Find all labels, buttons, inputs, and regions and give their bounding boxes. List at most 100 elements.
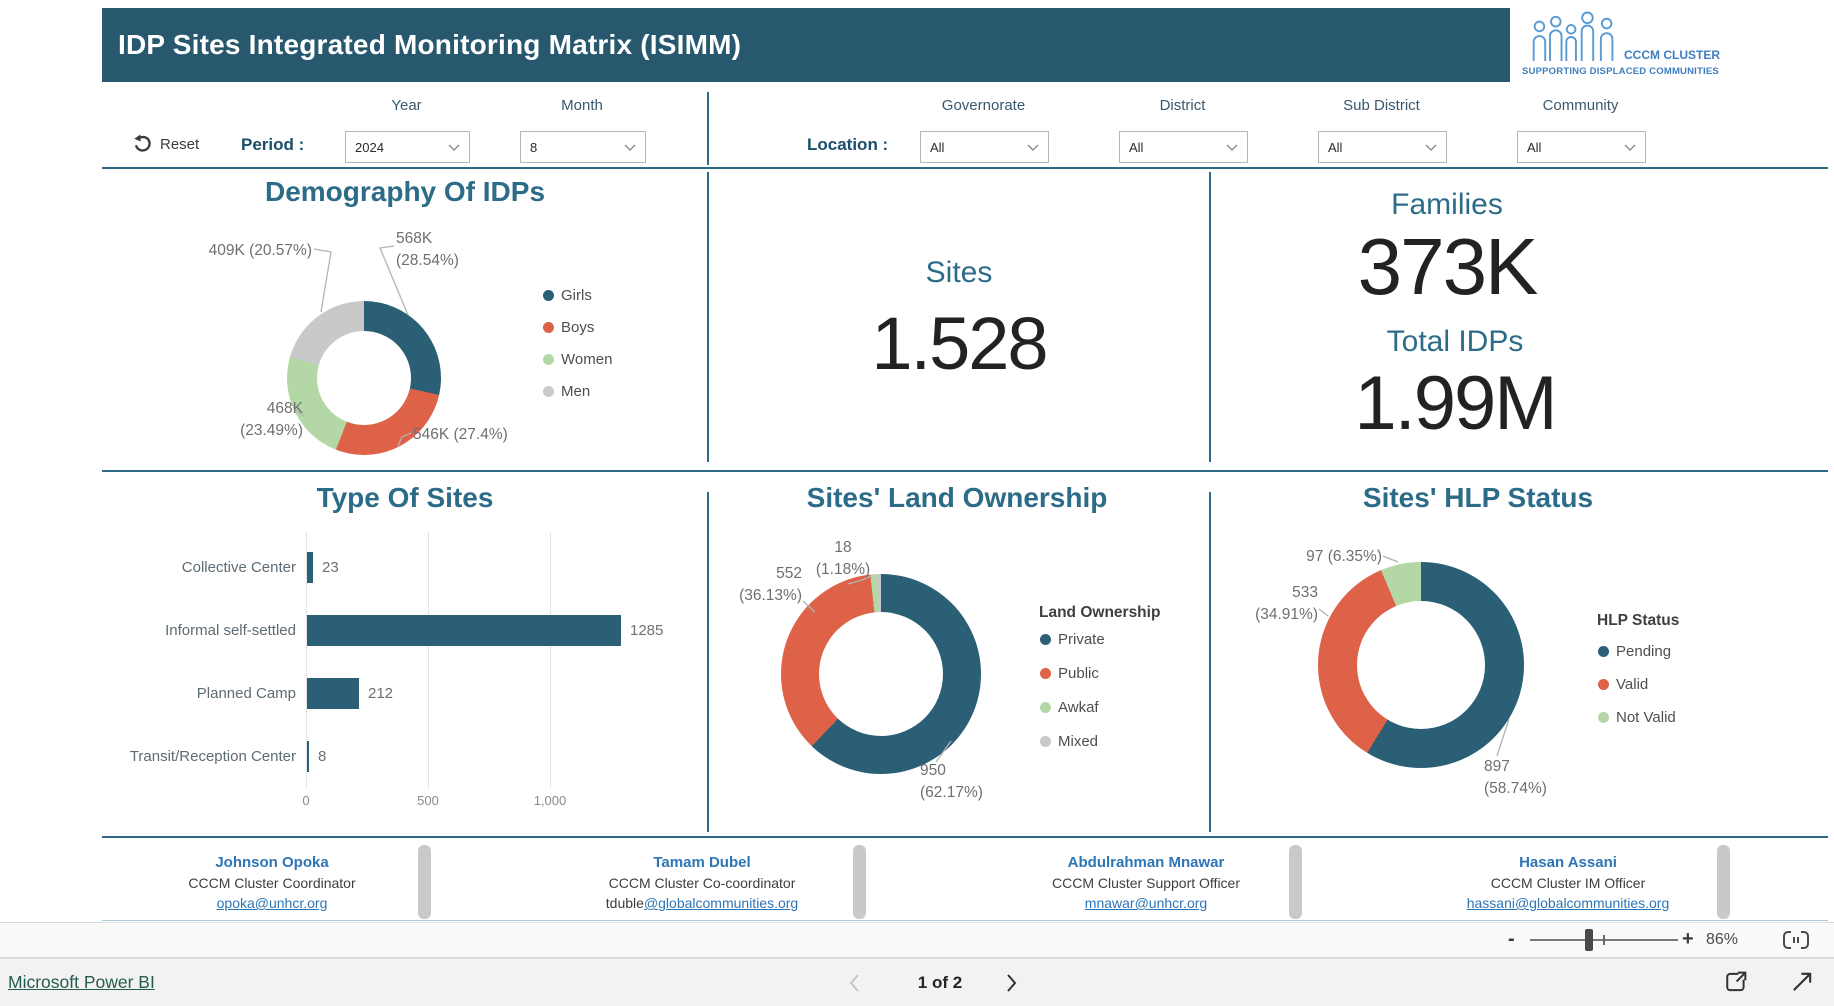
- report-bottom-edge: [102, 920, 1828, 921]
- email-link[interactable]: hassani@globalcommunities.org: [1467, 895, 1670, 911]
- governorate-dropdown-value: All: [930, 140, 944, 155]
- x-axis-tick: 0: [276, 793, 336, 808]
- panel-divider: [707, 492, 709, 832]
- reset-label: Reset: [160, 136, 199, 153]
- share-icon[interactable]: [1722, 968, 1750, 996]
- chevron-down-icon: [448, 144, 460, 151]
- callout-public: 552(36.13%): [718, 563, 802, 607]
- email-link[interactable]: opoka@unhcr.org: [217, 895, 328, 911]
- zoom-slider-thumb[interactable]: [1585, 929, 1593, 951]
- land-ownership-donut-chart[interactable]: [781, 574, 981, 774]
- land-ownership-legend-title: Land Ownership: [1039, 604, 1160, 622]
- zoom-in-button[interactable]: +: [1682, 929, 1694, 949]
- contact-card: Johnson Opoka CCCM Cluster Coordinator o…: [112, 854, 432, 911]
- textbox-scrollbar[interactable]: [418, 845, 431, 919]
- community-dropdown[interactable]: All: [1517, 131, 1646, 163]
- bar-planned-camp[interactable]: [307, 678, 359, 709]
- total-idps-card-label: Total IDPs: [1218, 325, 1692, 359]
- email-link[interactable]: mnawar@unhcr.org: [1085, 895, 1207, 911]
- sub-district-dropdown[interactable]: All: [1318, 131, 1447, 163]
- callout-boys: 546K (27.4%): [413, 424, 508, 446]
- next-page-chevron-icon[interactable]: [1006, 973, 1018, 993]
- legend-item-private[interactable]: Private: [1040, 631, 1105, 648]
- divider-line: [102, 470, 1828, 472]
- bar-category-label: Planned Camp: [60, 685, 296, 702]
- hlp-status-legend: Pending Valid Not Valid: [1598, 643, 1676, 726]
- logo-tagline: SUPPORTING DISPLACED COMMUNITIES: [1522, 66, 1719, 77]
- contact-name: Tamam Dubel: [542, 854, 862, 871]
- callout-men: 409K (20.57%): [180, 240, 312, 262]
- fit-to-width-icon[interactable]: [1782, 930, 1810, 950]
- legend-item-men[interactable]: Men: [543, 383, 612, 400]
- textbox-scrollbar[interactable]: [1717, 845, 1730, 919]
- callout-valid: 533(34.91%): [1240, 582, 1318, 626]
- contact-email: opoka@unhcr.org: [112, 895, 432, 911]
- sub-district-dropdown-value: All: [1328, 140, 1342, 155]
- logo-name: CCCM CLUSTER: [1624, 48, 1720, 62]
- callout-women: 468K(23.49%): [200, 398, 303, 442]
- donut-hole: [317, 331, 411, 425]
- cccm-cluster-logo: CCCM CLUSTER SUPPORTING DISPLACED COMMUN…: [1512, 4, 1828, 82]
- district-filter-label: District: [1119, 97, 1246, 114]
- governorate-dropdown[interactable]: All: [920, 131, 1049, 163]
- year-dropdown[interactable]: 2024: [345, 131, 470, 163]
- chevron-down-icon: [1226, 144, 1238, 151]
- legend-dot: [543, 322, 554, 333]
- chevron-down-icon: [1425, 144, 1437, 151]
- reset-button[interactable]: Reset: [133, 134, 199, 154]
- legend-dot: [1040, 634, 1051, 645]
- previous-page-chevron-icon[interactable]: [848, 973, 860, 993]
- chevron-down-icon: [624, 144, 636, 151]
- legend-item-valid[interactable]: Valid: [1598, 676, 1676, 693]
- donut-hole: [819, 612, 943, 736]
- zoom-slider-detent: [1603, 935, 1605, 945]
- legend-dot: [1598, 646, 1609, 657]
- legend-item-mixed[interactable]: Mixed: [1040, 733, 1105, 750]
- bar-collective-center[interactable]: [307, 552, 313, 583]
- year-dropdown-value: 2024: [355, 140, 384, 155]
- legend-dot: [1598, 679, 1609, 690]
- textbox-scrollbar[interactable]: [1289, 845, 1302, 919]
- zoom-level-value: 86%: [1706, 931, 1738, 949]
- contact-card: Abdulrahman Mnawar CCCM Cluster Support …: [986, 854, 1306, 911]
- land-ownership-chart-title: Sites' Land Ownership: [707, 482, 1207, 514]
- demography-legend: Girls Boys Women Men: [543, 287, 612, 400]
- contact-name: Abdulrahman Mnawar: [986, 854, 1306, 871]
- legend-item-awkaf[interactable]: Awkaf: [1040, 699, 1105, 716]
- bar-category-label: Informal self-settled: [60, 622, 296, 639]
- contact-role: CCCM Cluster Coordinator: [112, 875, 432, 891]
- month-dropdown[interactable]: 8: [520, 131, 646, 163]
- callout-pending: 897(58.74%): [1484, 756, 1547, 800]
- hlp-status-donut-chart[interactable]: [1318, 562, 1524, 768]
- zoom-out-button[interactable]: -: [1508, 929, 1515, 949]
- legend-item-not-valid[interactable]: Not Valid: [1598, 709, 1676, 726]
- legend-item-pending[interactable]: Pending: [1598, 643, 1676, 660]
- gridline-1000: [550, 533, 551, 788]
- divider-line: [102, 836, 1828, 838]
- legend-item-women[interactable]: Women: [543, 351, 612, 368]
- textbox-scrollbar[interactable]: [853, 845, 866, 919]
- email-link[interactable]: @globalcommunities.org: [644, 895, 798, 911]
- divider-line: [102, 167, 1828, 169]
- hlp-status-legend-title: HLP Status: [1597, 612, 1679, 630]
- legend-item-boys[interactable]: Boys: [543, 319, 612, 336]
- demography-chart-title: Demography Of IDPs: [102, 176, 708, 208]
- bar-transit-reception-center[interactable]: [307, 741, 309, 772]
- contact-name: Hasan Assani: [1408, 854, 1728, 871]
- bar-informal-self-settled[interactable]: [307, 615, 621, 646]
- legend-dot: [543, 354, 554, 365]
- district-dropdown[interactable]: All: [1119, 131, 1248, 163]
- contact-role: CCCM Cluster Support Officer: [986, 875, 1306, 891]
- powerbi-brand-link[interactable]: Microsoft Power BI: [8, 972, 155, 993]
- legend-item-public[interactable]: Public: [1040, 665, 1105, 682]
- district-dropdown-value: All: [1129, 140, 1143, 155]
- legend-dot: [1598, 712, 1609, 723]
- filter-divider: [707, 92, 709, 165]
- fullscreen-expand-icon[interactable]: [1788, 968, 1816, 996]
- sub-district-filter-label: Sub District: [1318, 97, 1445, 114]
- contact-role: CCCM Cluster Co-coordinator: [542, 875, 862, 891]
- legend-item-girls[interactable]: Girls: [543, 287, 612, 304]
- callout-girls: 568K(28.54%): [396, 228, 459, 272]
- bar-value-label: 23: [322, 559, 339, 576]
- people-figures-icon: [1526, 10, 1622, 64]
